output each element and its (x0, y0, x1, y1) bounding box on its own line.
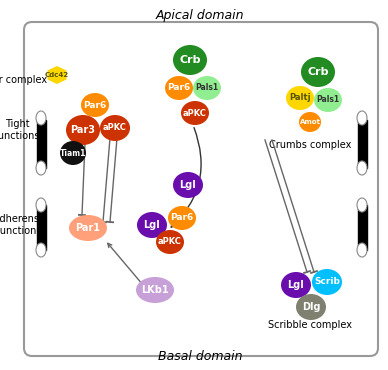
Bar (358, 120, 367, 168)
Text: Crb: Crb (307, 67, 329, 77)
Ellipse shape (168, 206, 196, 230)
Text: Tight
junctions: Tight junctions (0, 119, 39, 141)
Ellipse shape (69, 215, 107, 241)
Text: Par6: Par6 (167, 84, 191, 92)
Text: Amot: Amot (300, 119, 320, 125)
Text: Lgl: Lgl (144, 220, 160, 230)
Ellipse shape (137, 212, 167, 238)
Text: Lgl: Lgl (288, 280, 304, 290)
Ellipse shape (136, 277, 174, 303)
Ellipse shape (314, 88, 342, 112)
Ellipse shape (193, 76, 221, 100)
Text: Par6: Par6 (170, 213, 194, 222)
Text: Crb: Crb (179, 55, 201, 65)
Text: aPKC: aPKC (103, 124, 127, 132)
Text: LKb1: LKb1 (141, 285, 169, 295)
Ellipse shape (66, 115, 100, 145)
Ellipse shape (357, 198, 367, 212)
Bar (358, 205, 367, 250)
Ellipse shape (357, 161, 367, 175)
Text: Cdc42: Cdc42 (45, 72, 69, 78)
Text: Apical domain: Apical domain (156, 9, 244, 21)
Ellipse shape (36, 243, 46, 257)
Ellipse shape (36, 161, 46, 175)
Text: Lgl: Lgl (180, 180, 196, 190)
Ellipse shape (100, 115, 130, 141)
Text: Par1: Par1 (76, 223, 100, 233)
Bar (37, 120, 46, 168)
Ellipse shape (156, 230, 184, 254)
Text: Adherens
junction: Adherens junction (0, 214, 40, 236)
Text: Scrib: Scrib (314, 278, 340, 286)
Ellipse shape (296, 294, 326, 320)
FancyBboxPatch shape (24, 22, 378, 356)
Ellipse shape (299, 112, 321, 132)
Text: Crumbs complex: Crumbs complex (269, 140, 351, 150)
Text: Pals1: Pals1 (317, 95, 340, 104)
Text: Scribble complex: Scribble complex (268, 320, 352, 330)
Ellipse shape (173, 45, 207, 75)
Text: Tiam1: Tiam1 (60, 148, 86, 158)
Ellipse shape (181, 101, 209, 125)
Text: Par complex: Par complex (0, 75, 47, 85)
Ellipse shape (301, 57, 335, 87)
Ellipse shape (81, 93, 109, 117)
Ellipse shape (312, 269, 342, 295)
Ellipse shape (36, 111, 46, 125)
Ellipse shape (286, 86, 314, 110)
Ellipse shape (357, 243, 367, 257)
Text: Par3: Par3 (71, 125, 95, 135)
Polygon shape (47, 66, 66, 84)
Text: Basal domain: Basal domain (158, 350, 242, 363)
Text: aPKC: aPKC (158, 238, 182, 246)
Ellipse shape (36, 198, 46, 212)
Text: aPKC: aPKC (183, 108, 207, 118)
Text: Paltj: Paltj (289, 94, 311, 102)
Ellipse shape (357, 111, 367, 125)
Bar (37, 205, 46, 250)
Ellipse shape (173, 172, 203, 198)
Ellipse shape (165, 76, 193, 100)
Text: Dlg: Dlg (302, 302, 320, 312)
Ellipse shape (281, 272, 311, 298)
Text: Par6: Par6 (83, 101, 107, 110)
Text: Pals1: Pals1 (196, 84, 218, 92)
Ellipse shape (60, 141, 86, 165)
